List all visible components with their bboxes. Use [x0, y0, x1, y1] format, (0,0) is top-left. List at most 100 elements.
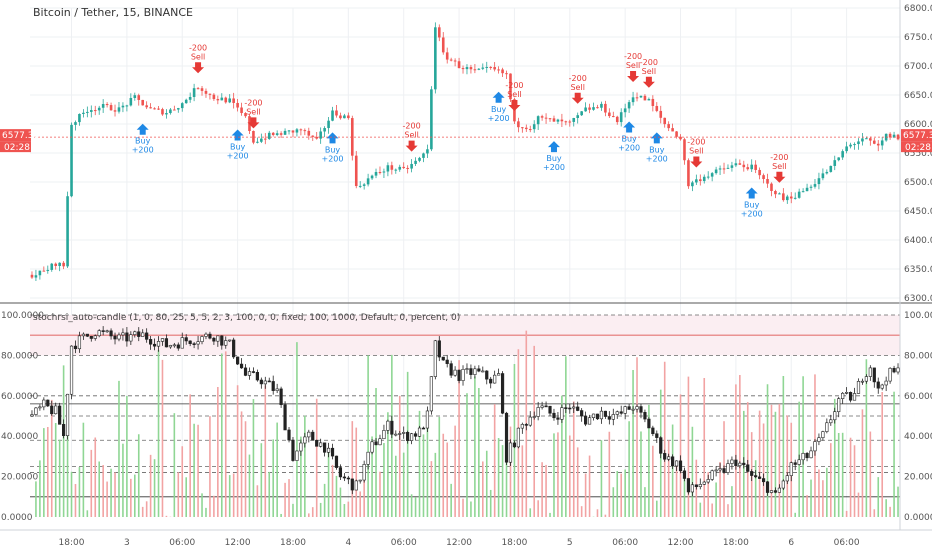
- sell-arrow-icon: [247, 117, 260, 129]
- oscillator-candle: [690, 484, 694, 493]
- oscillator-candle: [303, 436, 307, 444]
- price-tick-label: 6500.00: [904, 178, 932, 188]
- buy-signal-qty: +200: [646, 154, 668, 163]
- oscillator-candle: [73, 345, 78, 350]
- oscillator-candle: [678, 460, 683, 472]
- price-candle: [121, 105, 125, 108]
- buy-signal-label: Buy: [325, 145, 341, 154]
- price-candle: [702, 176, 706, 182]
- price-candle: [497, 69, 500, 71]
- price-candle: [580, 111, 583, 116]
- price-candle: [706, 176, 710, 178]
- oscillator-candle: [196, 341, 200, 345]
- price-candle: [319, 131, 322, 139]
- price-candle: [180, 103, 184, 109]
- oscillator-candle: [168, 345, 172, 348]
- price-candle: [524, 127, 528, 130]
- price-candle: [117, 107, 121, 112]
- oscillator-candle: [623, 406, 627, 414]
- sell-signal-qty: -200: [770, 153, 788, 162]
- oscillator-candle: [425, 410, 430, 429]
- oscillator-candle: [417, 427, 422, 437]
- price-candle: [137, 95, 141, 100]
- oscillator-candle: [789, 462, 793, 476]
- price-candle: [358, 185, 362, 187]
- oscillator-candle: [50, 405, 54, 415]
- oscillator-candle: [323, 442, 327, 453]
- oscillator-candle: [674, 460, 679, 467]
- time-tick-label: 06:00: [834, 538, 860, 548]
- oscillator-candle: [758, 476, 762, 479]
- price-candle: [809, 186, 813, 188]
- price-candle: [485, 66, 489, 68]
- buy-signal: Buy+200: [322, 132, 344, 163]
- oscillator-candle: [817, 437, 821, 442]
- oscillator-candle: [271, 381, 275, 391]
- oscillator-candle: [698, 484, 702, 488]
- sell-arrow-icon: [508, 100, 521, 111]
- price-candle: [418, 157, 421, 161]
- price-candle: [532, 124, 536, 130]
- price-candle: [204, 90, 208, 94]
- sell-signal-qty: -200: [189, 43, 207, 52]
- oscillator-candle: [520, 424, 524, 429]
- oscillator-candle: [105, 330, 109, 333]
- oscillator-candle: [176, 344, 180, 349]
- price-candle: [782, 193, 785, 201]
- price-candle: [793, 197, 797, 199]
- oscillator-candle: [821, 431, 825, 439]
- last-price-tag-right: [901, 129, 932, 142]
- price-candle: [93, 110, 97, 112]
- price-candle: [872, 140, 876, 144]
- oscillator-candle: [216, 335, 220, 342]
- price-candle: [675, 131, 678, 137]
- time-tick-label: 12:00: [668, 538, 694, 548]
- time-tick-label: 18:00: [501, 538, 527, 548]
- price-candle: [125, 105, 129, 107]
- sell-signal-label: Sell: [626, 61, 640, 70]
- price-candle: [876, 143, 880, 146]
- price-candle: [679, 136, 682, 140]
- oscillator-candle: [568, 407, 572, 410]
- price-candle: [315, 136, 319, 139]
- price-candle: [821, 173, 825, 179]
- buy-arrow-icon: [745, 187, 758, 199]
- price-candle: [323, 128, 326, 132]
- price-candle: [825, 171, 829, 174]
- oscillator-tick-label: 20.0000: [904, 473, 932, 483]
- price-candle: [62, 262, 65, 267]
- price-candle: [726, 167, 730, 169]
- price-candle: [434, 27, 437, 90]
- oscillator-candle: [358, 479, 362, 482]
- oscillator-candle: [283, 404, 287, 431]
- price-candle: [228, 98, 232, 103]
- oscillator-candle: [872, 367, 876, 383]
- oscillator-title: stochrsi_auto-candle (1, 0, 80, 25, 5, 5…: [33, 313, 460, 323]
- oscillator-candle: [121, 332, 125, 336]
- oscillator-candle: [576, 406, 580, 411]
- oscillator-candle: [481, 370, 485, 373]
- price-candle: [758, 169, 761, 176]
- price-candle: [584, 107, 587, 112]
- price-candle: [841, 151, 844, 158]
- price-candle: [101, 104, 105, 108]
- price-candle: [797, 191, 801, 198]
- oscillator-candle: [311, 431, 315, 441]
- oscillator-pane: [30, 314, 900, 517]
- price-candle: [82, 112, 85, 114]
- buy-signal: Buy+200: [646, 132, 668, 163]
- oscillator-candle: [85, 333, 89, 337]
- price-candle: [157, 108, 160, 110]
- price-candle: [778, 193, 781, 195]
- oscillator-candle: [536, 407, 540, 417]
- oscillator-candle: [742, 462, 746, 466]
- price-candle: [279, 133, 283, 135]
- oscillator-candle: [655, 433, 659, 438]
- oscillator-candle: [631, 408, 635, 411]
- price-tick-label: 6700.00: [904, 62, 932, 72]
- price-candle: [200, 88, 204, 91]
- price-candle: [651, 98, 655, 106]
- price-candle: [611, 116, 615, 118]
- oscillator-candle: [362, 464, 366, 481]
